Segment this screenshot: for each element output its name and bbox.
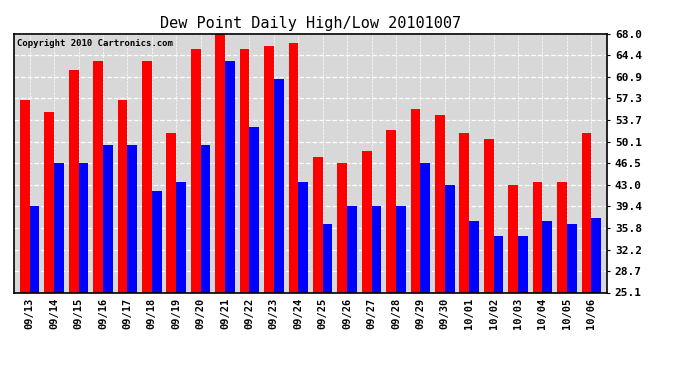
Bar — [54, 164, 64, 292]
Bar — [201, 146, 210, 292]
Bar — [557, 182, 567, 292]
Bar — [264, 46, 274, 292]
Bar — [166, 133, 176, 292]
Bar — [386, 130, 396, 292]
Bar — [103, 146, 112, 292]
Bar — [509, 184, 518, 292]
Bar — [239, 49, 250, 292]
Bar — [362, 152, 371, 292]
Bar — [460, 133, 469, 292]
Text: Copyright 2010 Cartronics.com: Copyright 2010 Cartronics.com — [17, 39, 172, 48]
Bar — [274, 79, 284, 292]
Bar — [117, 100, 128, 292]
Bar — [79, 164, 88, 292]
Bar — [323, 224, 333, 292]
Title: Dew Point Daily High/Low 20101007: Dew Point Daily High/Low 20101007 — [160, 16, 461, 31]
Bar — [396, 206, 406, 292]
Bar — [435, 115, 445, 292]
Bar — [445, 184, 455, 292]
Bar — [128, 146, 137, 292]
Bar — [493, 236, 504, 292]
Bar — [347, 206, 357, 292]
Bar — [518, 236, 528, 292]
Bar — [44, 112, 54, 292]
Bar — [411, 109, 420, 292]
Bar — [542, 221, 552, 292]
Bar — [69, 70, 79, 292]
Bar — [591, 218, 601, 292]
Bar — [337, 164, 347, 292]
Bar — [142, 61, 152, 292]
Bar — [582, 133, 591, 292]
Bar — [567, 224, 577, 292]
Bar — [176, 182, 186, 292]
Bar — [288, 43, 298, 292]
Bar — [215, 34, 225, 292]
Bar — [313, 158, 323, 292]
Bar — [191, 49, 201, 292]
Bar — [30, 206, 39, 292]
Bar — [484, 139, 493, 292]
Bar — [20, 100, 30, 292]
Bar — [152, 190, 161, 292]
Bar — [93, 61, 103, 292]
Bar — [298, 182, 308, 292]
Bar — [225, 61, 235, 292]
Bar — [371, 206, 382, 292]
Bar — [250, 127, 259, 292]
Bar — [420, 164, 430, 292]
Bar — [533, 182, 542, 292]
Bar — [469, 221, 479, 292]
